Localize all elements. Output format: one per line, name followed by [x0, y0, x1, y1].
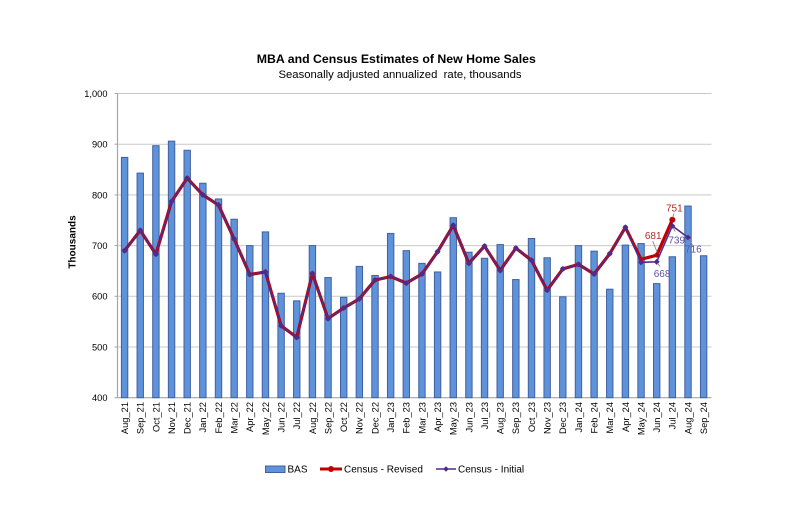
- svg-text:Jul_24: Jul_24: [668, 402, 678, 429]
- svg-text:400: 400: [92, 393, 108, 403]
- svg-text:Jul_22: Jul_22: [292, 402, 302, 429]
- svg-text:Nov_21: Nov_21: [167, 402, 177, 434]
- svg-text:Mar_24: Mar_24: [605, 402, 615, 434]
- svg-text:Seasonally adjusted annualized: Seasonally adjusted annualized rate, tho…: [278, 69, 521, 81]
- svg-text:Jan_24: Jan_24: [574, 402, 584, 433]
- svg-text:MBA and Census Estimates of Ne: MBA and Census Estimates of New Home Sal…: [257, 52, 536, 66]
- svg-text:Sep_21: Sep_21: [136, 402, 146, 434]
- svg-text:May_22: May_22: [261, 402, 271, 435]
- svg-text:BAS: BAS: [288, 465, 308, 476]
- svg-text:Dec_23: Dec_23: [558, 402, 568, 434]
- svg-text:Jun_22: Jun_22: [277, 402, 287, 433]
- svg-text:Jun_23: Jun_23: [464, 402, 474, 433]
- svg-text:Nov_23: Nov_23: [543, 402, 553, 434]
- svg-text:Sep_22: Sep_22: [323, 402, 333, 434]
- svg-text:Apr_23: Apr_23: [433, 402, 443, 432]
- svg-text:668: 668: [654, 269, 671, 280]
- svg-text:Census - Revised: Census - Revised: [344, 465, 423, 476]
- svg-text:Dec_22: Dec_22: [370, 402, 380, 434]
- svg-text:Dec_21: Dec_21: [183, 402, 193, 434]
- svg-text:May_24: May_24: [636, 402, 646, 435]
- svg-text:Thousands: Thousands: [67, 215, 78, 269]
- svg-text:681: 681: [645, 231, 662, 242]
- svg-text:Mar_22: Mar_22: [230, 402, 240, 434]
- svg-text:Jul_23: Jul_23: [480, 402, 490, 429]
- svg-text:Oct_22: Oct_22: [339, 402, 349, 432]
- svg-text:Feb_23: Feb_23: [402, 402, 412, 434]
- svg-text:739: 739: [668, 235, 685, 246]
- svg-text:Mar_23: Mar_23: [417, 402, 427, 434]
- svg-text:Oct_23: Oct_23: [527, 402, 537, 432]
- svg-text:700: 700: [92, 241, 108, 251]
- svg-text:900: 900: [92, 140, 108, 150]
- svg-text:500: 500: [92, 342, 108, 352]
- svg-text:Jan_23: Jan_23: [386, 402, 396, 433]
- svg-text:Feb_22: Feb_22: [214, 402, 224, 434]
- svg-text:800: 800: [92, 190, 108, 200]
- svg-text:Sep_23: Sep_23: [511, 402, 521, 434]
- svg-text:1,000: 1,000: [84, 89, 107, 99]
- svg-text:Oct_21: Oct_21: [151, 402, 161, 432]
- svg-text:Sep_24: Sep_24: [699, 402, 709, 434]
- svg-text:Census - Initial: Census - Initial: [458, 465, 524, 476]
- svg-text:Feb_24: Feb_24: [590, 402, 600, 434]
- svg-text:Nov_22: Nov_22: [355, 402, 365, 434]
- svg-text:Apr_22: Apr_22: [245, 402, 255, 432]
- svg-text:Aug_22: Aug_22: [308, 402, 318, 434]
- svg-text:751: 751: [666, 204, 683, 215]
- svg-text:600: 600: [92, 292, 108, 302]
- svg-text:716: 716: [685, 245, 702, 256]
- svg-text:Jun_24: Jun_24: [652, 402, 662, 433]
- svg-text:Aug_23: Aug_23: [496, 402, 506, 434]
- svg-text:Jan_22: Jan_22: [198, 402, 208, 433]
- svg-text:Aug_21: Aug_21: [120, 402, 130, 434]
- svg-text:Apr_24: Apr_24: [621, 402, 631, 432]
- svg-text:Aug_24: Aug_24: [683, 402, 693, 434]
- svg-text:May_23: May_23: [449, 402, 459, 435]
